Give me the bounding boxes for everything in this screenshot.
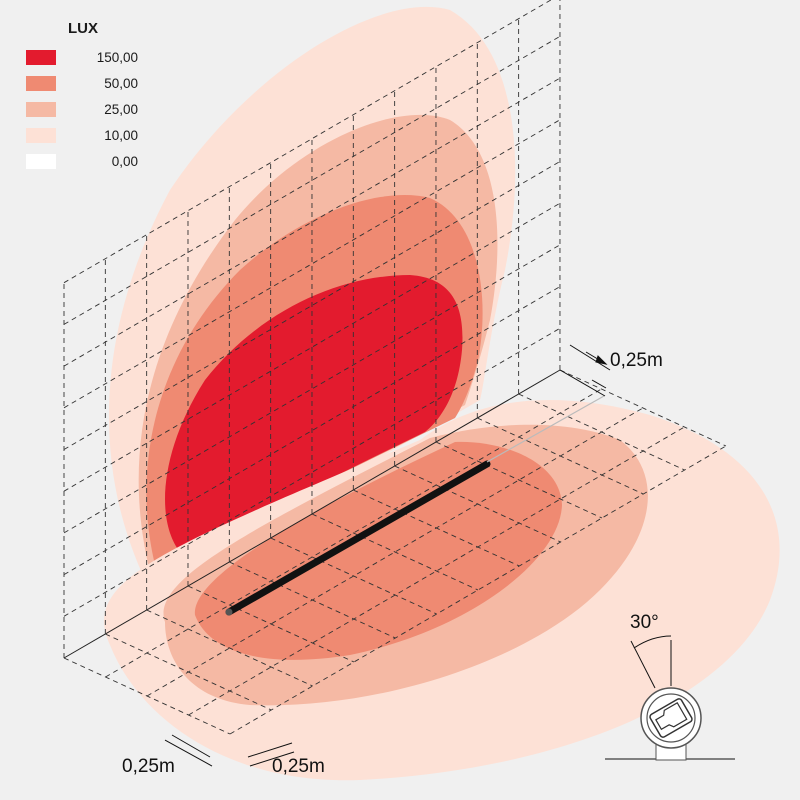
grid-line	[188, 426, 685, 716]
grid-line	[63, 119, 561, 409]
grid-line	[146, 407, 644, 697]
dimension-floor-width	[247, 742, 295, 767]
floor-illuminance-zones	[104, 400, 780, 781]
legend-value: 25,00	[104, 102, 138, 117]
floor-depth-dimension-label: 0,25m	[122, 756, 175, 777]
grid-line	[63, 244, 561, 534]
legend-value: 0,00	[111, 154, 138, 169]
angle-ref-tilted	[630, 640, 656, 689]
dimension-wall-grid	[559, 344, 611, 397]
tilt-angle-label: 30°	[630, 612, 659, 633]
legend-item: 25,00	[26, 102, 146, 118]
floor-grid	[63, 369, 727, 735]
grid-line	[229, 445, 727, 735]
legend-item: 150,00	[26, 50, 146, 66]
angle-arc	[633, 635, 672, 649]
fixture-end-cap	[225, 608, 233, 616]
tilt-detail	[605, 635, 735, 761]
legend-swatch	[26, 50, 56, 65]
grid-line	[63, 0, 552, 284]
floor-zone-50	[194, 441, 562, 660]
grid-line	[63, 286, 561, 575]
grid-line	[559, 369, 727, 447]
grid-line	[63, 36, 561, 325]
grid-line	[105, 388, 602, 678]
legend-swatch	[26, 102, 56, 117]
legend-value: 150,00	[96, 50, 138, 65]
fixture-section-inner	[646, 693, 696, 743]
legend-swatch	[26, 154, 56, 169]
legend-item: 50,00	[26, 76, 146, 92]
legend-item: 10,00	[26, 128, 146, 144]
grid-line	[63, 327, 561, 617]
legend-item: 0,00	[26, 154, 146, 170]
grid-line	[63, 202, 561, 492]
legend-title: LUX	[68, 20, 98, 37]
wall-grid-dimension-label: 0,25m	[610, 350, 663, 371]
fixture-leader	[486, 395, 605, 463]
legend-swatch	[26, 128, 56, 143]
legend-swatch	[26, 76, 56, 91]
grid-line	[146, 609, 313, 687]
wall-zone-150	[165, 275, 463, 552]
floor-width-dimension-label: 0,25m	[272, 756, 325, 777]
legend-value: 50,00	[104, 76, 138, 91]
grid-line	[187, 585, 355, 663]
wall-grid	[63, 0, 561, 658]
grid-line	[435, 441, 603, 519]
fixture-body	[225, 460, 491, 616]
grid-line	[311, 513, 479, 591]
grid-line	[63, 77, 561, 367]
linear-fixture	[225, 395, 605, 616]
dimension-floor-depth	[164, 734, 213, 767]
grid-line	[63, 161, 561, 450]
legend-value: 10,00	[104, 128, 138, 143]
